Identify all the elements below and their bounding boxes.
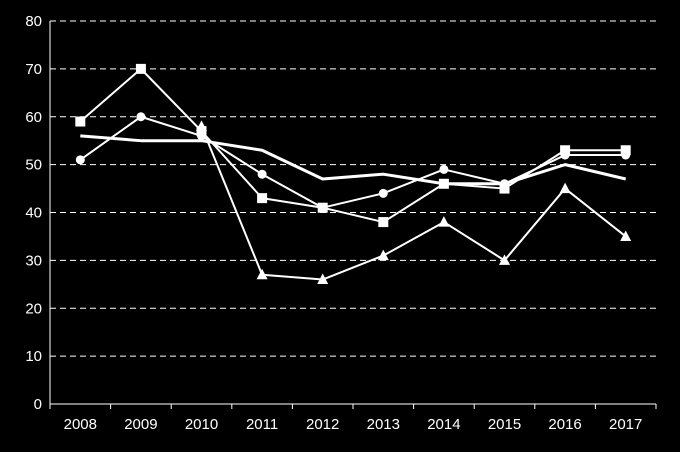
y-tick-label: 10 — [25, 348, 42, 365]
circle-marker — [136, 112, 146, 122]
series-lines — [79, 67, 627, 281]
gridlines — [50, 20, 656, 357]
series-markers — [75, 63, 632, 285]
triangle-marker — [317, 273, 329, 285]
x-tick-label: 2013 — [367, 416, 400, 433]
y-tick-label: 50 — [25, 157, 42, 174]
triangle-marker — [256, 268, 268, 280]
square-marker — [317, 202, 328, 213]
axes — [49, 21, 657, 409]
tick-labels: 0 10 20 30 40 50 60 70 80 2008 2009 2010 2011 2012 201… — [25, 13, 642, 433]
y-tick-label: 60 — [25, 109, 42, 126]
square-marker — [438, 178, 449, 189]
x-tick-label: 2016 — [548, 416, 581, 433]
triangle-marker — [499, 254, 510, 265]
y-tick-label: 0 — [34, 396, 42, 413]
square-marker — [257, 193, 268, 204]
square-marker — [378, 217, 389, 228]
series-1-line — [79, 115, 626, 209]
x-tick-label: 2015 — [488, 416, 521, 433]
square-marker — [196, 126, 207, 137]
square-marker — [75, 116, 86, 127]
series-2-line — [79, 67, 626, 224]
y-tick-label: 40 — [25, 205, 42, 222]
series-4-line — [80, 134, 627, 186]
triangle-marker — [377, 249, 389, 261]
triangle-marker — [438, 216, 450, 227]
x-tick-label: 2009 — [124, 416, 157, 433]
y-tick-label: 20 — [25, 300, 42, 317]
triangle-marker — [620, 230, 632, 241]
circle-marker — [439, 164, 449, 174]
x-tick-label: 2012 — [306, 416, 339, 433]
square-marker — [135, 63, 146, 74]
x-tick-label: 2017 — [609, 416, 642, 433]
square-marker — [560, 145, 571, 156]
x-tick-label: 2008 — [64, 416, 97, 433]
circle-marker — [75, 155, 85, 165]
y-tick-label: 70 — [25, 61, 42, 78]
series-3-line — [200, 125, 627, 281]
square-marker — [620, 145, 631, 156]
square-marker — [499, 183, 510, 194]
x-tick-label: 2014 — [427, 416, 460, 433]
x-tick-label: 2010 — [185, 416, 218, 433]
circle-marker — [378, 188, 388, 198]
x-tick-label: 2011 — [246, 416, 278, 433]
triangle-marker — [196, 120, 207, 131]
y-tick-label: 80 — [25, 13, 42, 30]
circle-marker — [257, 169, 267, 179]
triangle-marker — [559, 182, 571, 194]
y-tick-label: 30 — [25, 252, 42, 269]
